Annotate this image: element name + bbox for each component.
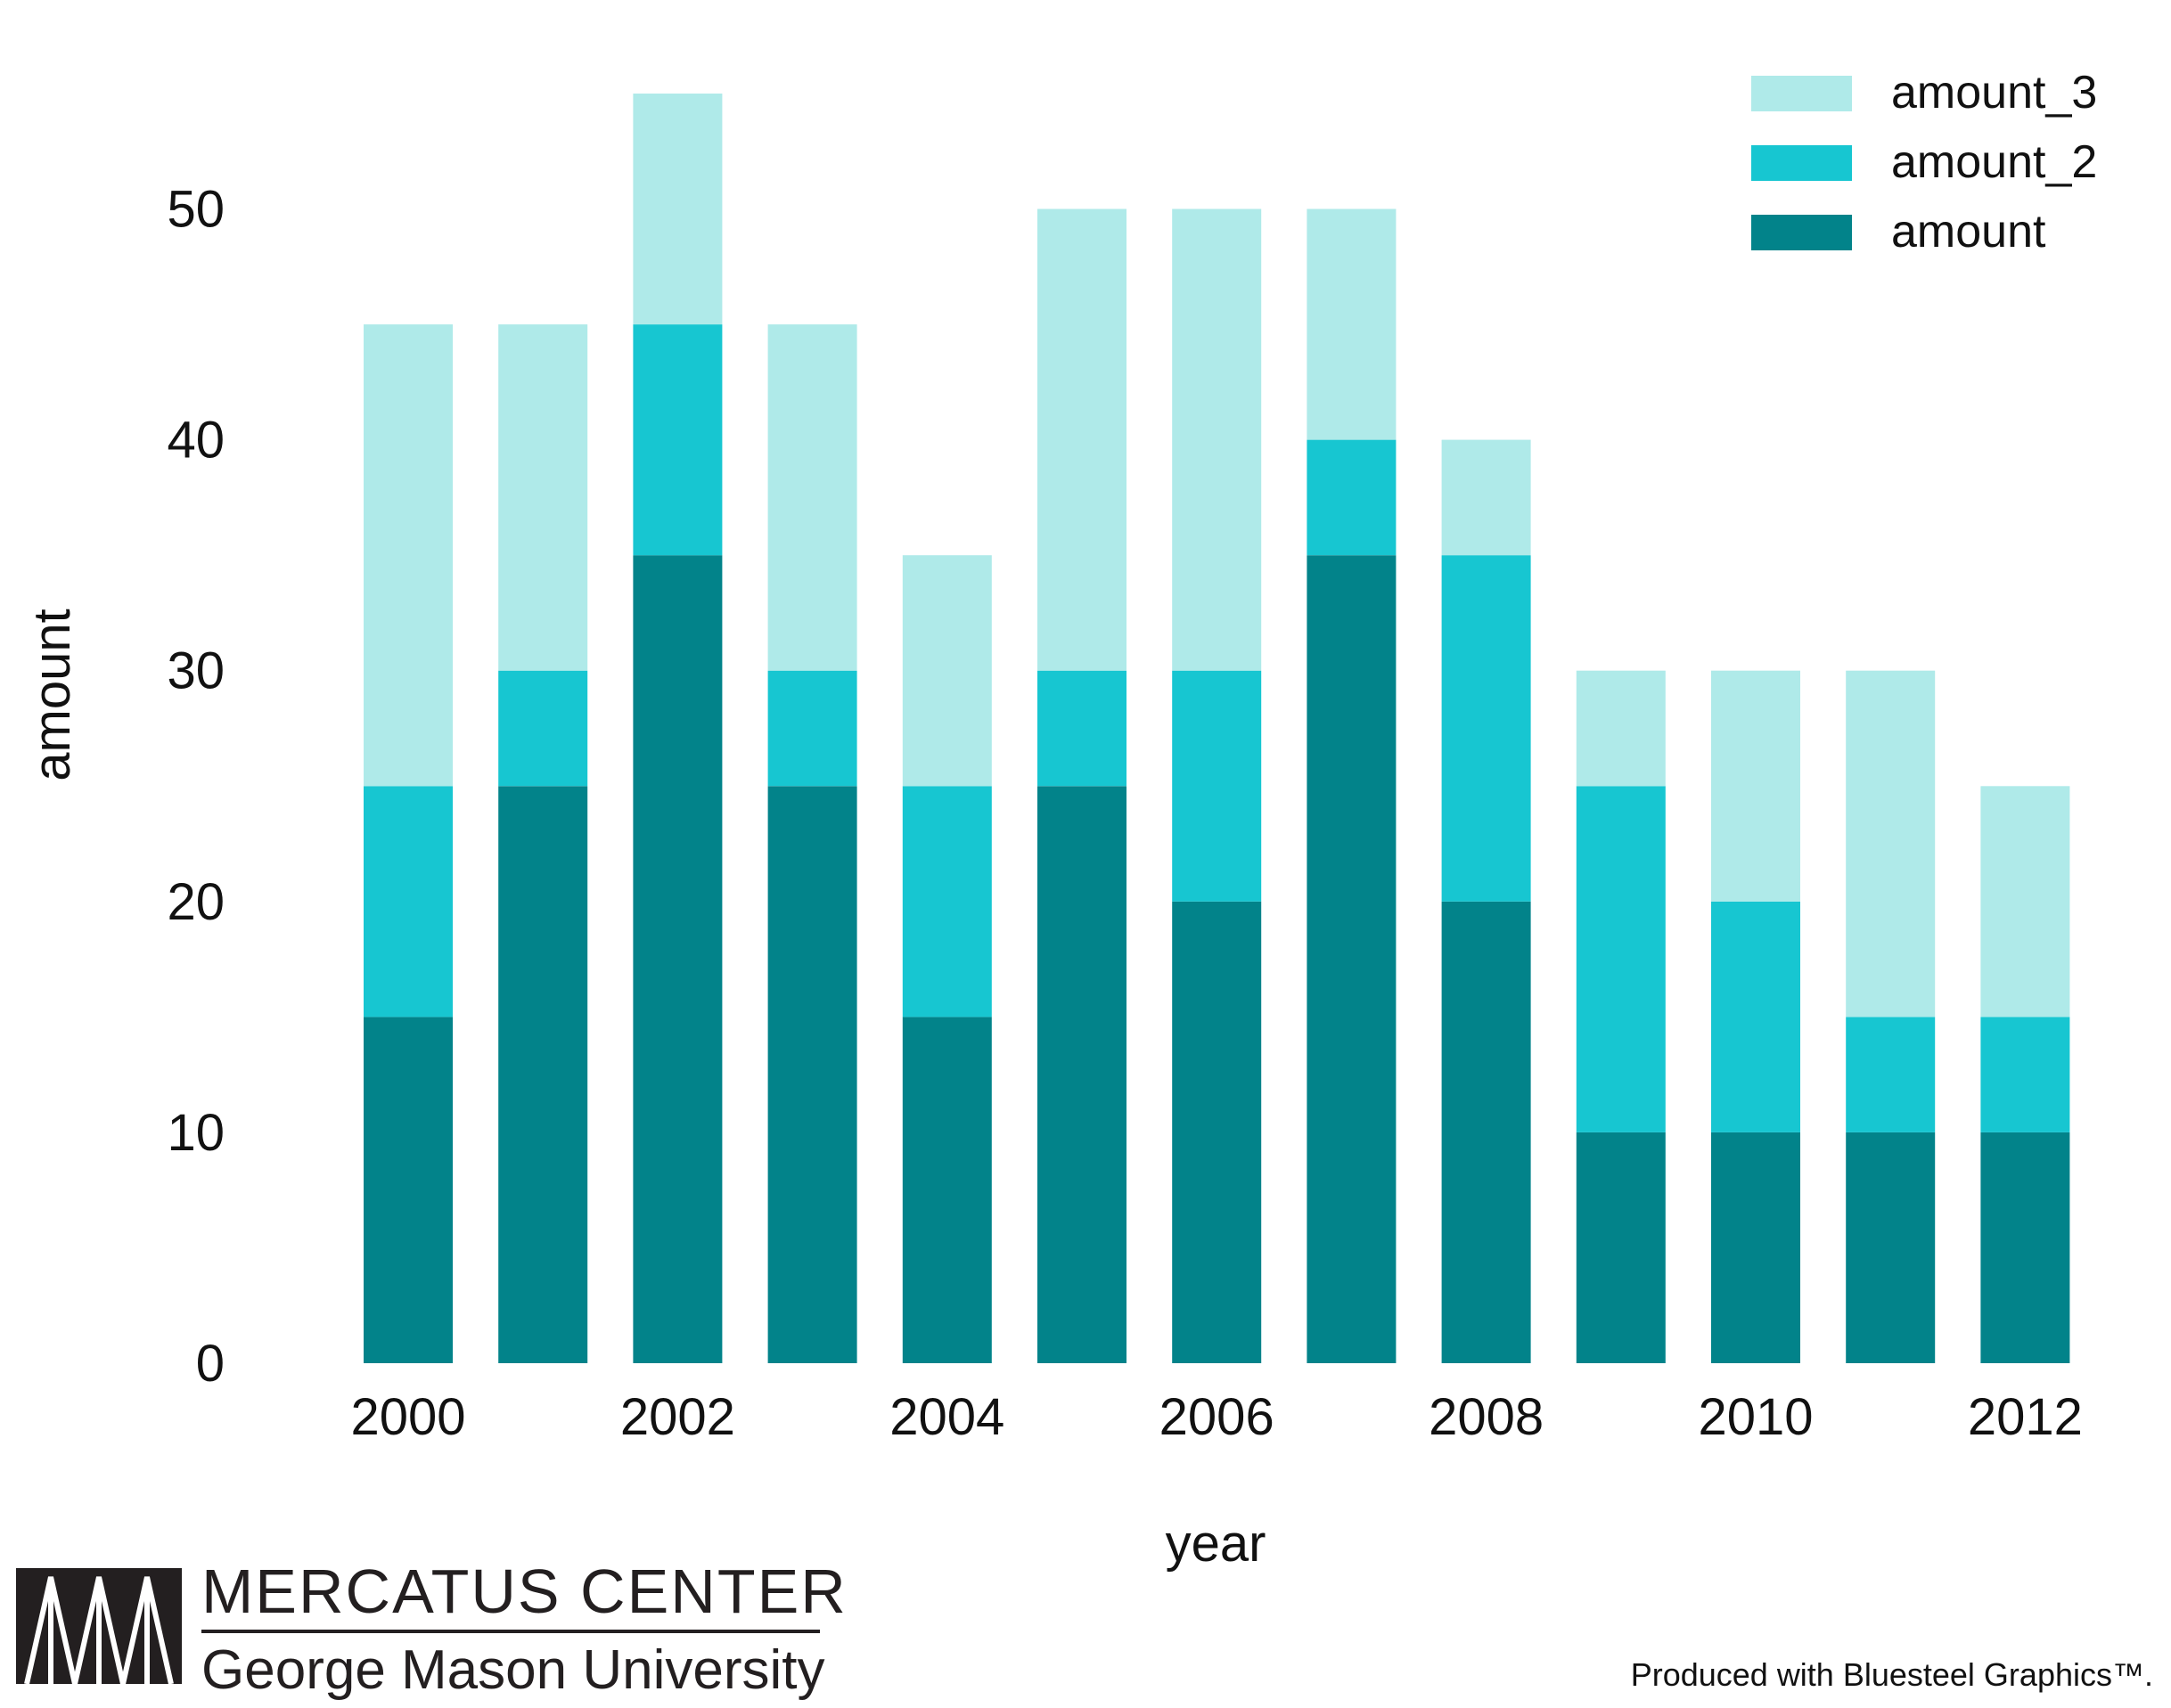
x-tick-label-2012: 2012 <box>1968 1388 2083 1446</box>
mercatus-logo: MERCATUS CENTER George Mason University <box>16 1557 848 1701</box>
legend-swatch-amount <box>1751 215 1852 250</box>
bar-amount-2006 <box>1172 901 1262 1363</box>
bar-amount-2012 <box>1980 1132 2070 1363</box>
bar-amount-3-2005 <box>1037 208 1126 671</box>
bar-amount-2000 <box>364 1017 453 1363</box>
bar-amount-2005 <box>1037 786 1126 1363</box>
bar-amount-2-2011 <box>1846 1017 1936 1132</box>
legend-label-amount-3: amount_3 <box>1891 67 2097 118</box>
bar-amount-2-2004 <box>902 786 992 1017</box>
y-tick-label-0: 0 <box>196 1335 225 1393</box>
bar-amount-3-2008 <box>1441 439 1531 556</box>
x-tick-label-2010: 2010 <box>1698 1388 1813 1446</box>
y-tick-label-50: 50 <box>167 181 225 239</box>
legend-label-amount-2: amount_2 <box>1891 136 2097 188</box>
x-axis-ticks: 2000 2002 2004 2006 2008 2010 2012 <box>350 1388 2082 1446</box>
bar-amount-2-2008 <box>1441 555 1531 902</box>
bar-amount-3-2010 <box>1711 670 1800 902</box>
legend-swatch-amount-3 <box>1751 76 1852 111</box>
bar-amount-2-2003 <box>767 670 857 787</box>
bar-amount-3-2003 <box>767 324 857 671</box>
y-axis-ticks: 0 10 20 30 40 50 <box>167 181 225 1393</box>
legend-swatch-amount-2 <box>1751 145 1852 181</box>
bar-amount-3-2001 <box>498 324 588 671</box>
bar-amount-2-2010 <box>1711 901 1800 1132</box>
x-tick-label-2008: 2008 <box>1429 1388 1544 1446</box>
bar-amount-3-2009 <box>1576 670 1666 787</box>
bar-amount-2009 <box>1576 1132 1666 1363</box>
logo-title: MERCATUS CENTER <box>201 1557 848 1626</box>
bar-amount-2007 <box>1307 555 1397 1363</box>
logo-divider <box>201 1630 820 1633</box>
bar-amount-2001 <box>498 786 588 1363</box>
bar-amount-2003 <box>767 786 857 1363</box>
bar-amount-2011 <box>1846 1132 1936 1363</box>
y-tick-label-40: 40 <box>167 412 225 470</box>
legend-label-amount: amount <box>1891 206 2046 257</box>
bar-amount-3-2000 <box>364 324 453 787</box>
bar-amount-2008 <box>1441 901 1531 1363</box>
bar-amount-2002 <box>633 555 723 1363</box>
bar-amount-2-2005 <box>1037 670 1126 787</box>
bar-amount-2-2009 <box>1576 786 1666 1132</box>
y-axis-title: amount <box>23 609 81 780</box>
bar-amount-3-2007 <box>1307 208 1397 440</box>
bar-amount-3-2011 <box>1846 670 1936 1017</box>
bar-amount-2010 <box>1711 1132 1800 1363</box>
bar-amount-3-2004 <box>902 555 992 787</box>
logo-subtitle: George Mason University <box>201 1639 825 1701</box>
mercatus-logo-mark-icon <box>16 1568 182 1685</box>
bar-amount-2004 <box>902 1017 992 1363</box>
bar-amount-3-2012 <box>1980 786 2070 1017</box>
x-tick-label-2002: 2002 <box>620 1388 735 1446</box>
bar-amount-3-2006 <box>1172 208 1262 671</box>
x-tick-label-2000: 2000 <box>350 1388 465 1446</box>
bars-layer <box>364 94 2070 1363</box>
x-tick-label-2006: 2006 <box>1159 1388 1274 1446</box>
x-tick-label-2004: 2004 <box>889 1388 1004 1446</box>
credit-text: Produced with Bluesteel Graphics™. <box>1631 1656 2153 1693</box>
bar-amount-2-2012 <box>1980 1017 2070 1132</box>
bar-amount-3-2002 <box>633 94 723 325</box>
y-tick-label-10: 10 <box>167 1104 225 1162</box>
bar-amount-2-2002 <box>633 324 723 556</box>
y-tick-label-30: 30 <box>167 642 225 700</box>
bar-amount-2-2001 <box>498 670 588 787</box>
bar-amount-2-2000 <box>364 786 453 1017</box>
bar-amount-2-2007 <box>1307 439 1397 556</box>
bar-amount-2-2006 <box>1172 670 1262 902</box>
y-tick-label-20: 20 <box>167 873 225 931</box>
x-axis-title: year <box>1166 1515 1266 1573</box>
